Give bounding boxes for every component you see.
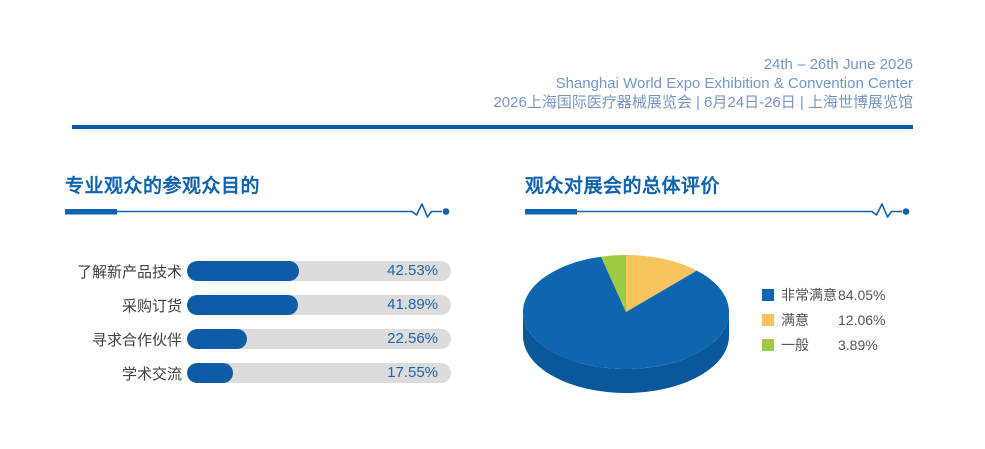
event-title-cn: 2026上海国际医疗器械展览会 | 6月24日-26日 | 上海世博展览馆 xyxy=(493,94,913,111)
legend-label: 满意 xyxy=(781,312,809,328)
legend-label: 非常满意 xyxy=(781,287,837,303)
bar-fill xyxy=(187,295,298,315)
event-dates: 24th – 26th June 2026 xyxy=(763,56,913,73)
ecg-pulse-divider-icon xyxy=(525,203,910,218)
bar-fill xyxy=(187,261,300,281)
bar-row: 了解新产品技术 42.53% xyxy=(65,261,451,281)
legend-row: 一般 3.89% xyxy=(762,337,885,353)
legend-row: 非常满意 84.05% xyxy=(762,287,886,303)
pie-legend: 非常满意 84.05% 满意 12.06% 一般 3.89% xyxy=(762,287,886,363)
legend-value: 84.05% xyxy=(838,287,886,303)
pie-slice-非常满意 xyxy=(523,256,730,369)
overall-rating-section: 观众对展会的总体评价 非常满意 84.05% 满意 12.06% 一般 3.89% xyxy=(523,175,911,435)
bar-row: 寻求合作伙伴 22.56% xyxy=(65,329,451,349)
legend-value: 12.06% xyxy=(838,312,886,328)
pie-chart-title: 观众对展会的总体评价 xyxy=(525,176,721,197)
legend-swatch xyxy=(762,339,774,351)
legend-swatch xyxy=(762,314,774,326)
bar-fill xyxy=(187,329,247,349)
bar-track: 41.89% xyxy=(187,295,451,315)
legend-value: 3.89% xyxy=(838,337,878,353)
bar-category-label: 采购订货 xyxy=(121,297,182,315)
bar-value-label: 41.89% xyxy=(387,296,438,313)
pie-side xyxy=(523,312,729,393)
bar-row: 采购订货 41.89% xyxy=(65,295,451,315)
pie-slice-满意 xyxy=(626,255,697,312)
ecg-pulse-divider-icon xyxy=(65,203,450,218)
bar-value-label: 22.56% xyxy=(387,330,438,347)
bar-chart-title: 专业观众的参观众目的 xyxy=(65,176,261,197)
pie-chart xyxy=(523,255,730,393)
bar-track: 17.55% xyxy=(187,363,451,383)
event-venue-en: Shanghai World Expo Exhibition & Convent… xyxy=(555,75,913,92)
legend-label: 一般 xyxy=(781,337,809,353)
bar-value-label: 17.55% xyxy=(387,364,438,381)
bar-chart: 了解新产品技术 42.53% 采购订货 41.89% 寻求合作伙伴 22.56% 学术交流 1… xyxy=(65,261,451,383)
visit-purpose-section: 专业观众的参观众目的 了解新产品技术 42.53% 采购订货 41.89% 寻求合作伙伴… xyxy=(65,175,451,435)
legend-row: 满意 12.06% xyxy=(762,312,886,328)
bar-row: 学术交流 17.55% xyxy=(65,363,451,383)
bar-category-label: 寻求合作伙伴 xyxy=(91,331,182,349)
bar-track: 42.53% xyxy=(187,261,451,281)
event-header: 24th – 26th June 2026 Shanghai World Exp… xyxy=(493,55,913,112)
bar-category-label: 了解新产品技术 xyxy=(76,263,182,281)
bar-category-label: 学术交流 xyxy=(121,365,182,383)
header-rule xyxy=(72,125,913,129)
pie-slice-一般 xyxy=(601,255,626,312)
bar-track: 22.56% xyxy=(187,329,451,349)
bar-fill xyxy=(187,363,234,383)
bar-value-label: 42.53% xyxy=(387,262,438,279)
legend-swatch xyxy=(762,289,774,301)
